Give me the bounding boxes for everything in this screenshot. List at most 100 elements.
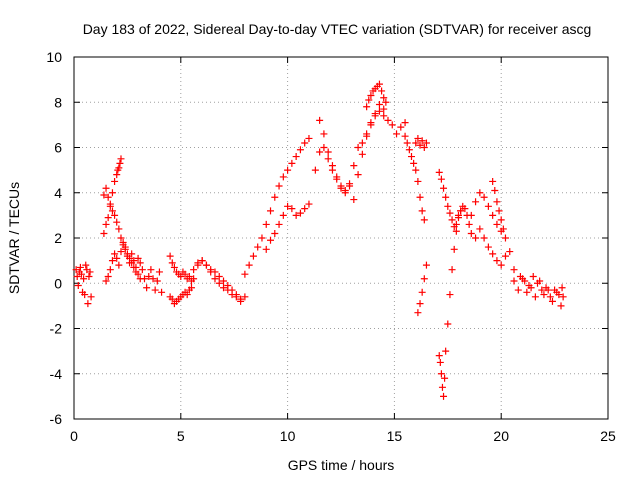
data-point — [407, 153, 415, 161]
data-point — [416, 141, 424, 149]
data-point — [138, 266, 146, 274]
data-point — [465, 220, 473, 228]
data-point — [320, 144, 328, 151]
data-point — [467, 211, 475, 219]
data-point — [316, 148, 324, 156]
x-tick-label: 25 — [600, 428, 616, 444]
data-point — [393, 130, 401, 138]
data-point — [435, 352, 443, 360]
data-point — [418, 288, 426, 296]
data-point — [440, 184, 448, 192]
data-point — [111, 250, 119, 258]
data-point — [115, 164, 123, 172]
data-point — [86, 268, 94, 276]
data-point — [346, 180, 354, 188]
data-point — [113, 171, 121, 179]
data-point — [548, 297, 556, 305]
data-point — [228, 291, 236, 299]
x-tick-label: 10 — [280, 428, 296, 444]
data-point — [476, 225, 484, 233]
data-point — [267, 207, 275, 215]
series-seg18 — [435, 207, 465, 400]
data-point — [448, 266, 456, 274]
data-point — [168, 295, 176, 303]
data-point — [444, 320, 452, 328]
data-point — [104, 193, 112, 201]
data-point — [441, 374, 449, 382]
data-point — [108, 207, 116, 215]
data-point — [499, 225, 507, 233]
data-point — [446, 209, 454, 217]
data-point — [126, 259, 134, 267]
data-point — [275, 182, 283, 190]
data-point — [166, 252, 174, 260]
data-point — [457, 207, 465, 215]
series-seg3 — [100, 155, 125, 237]
data-point — [147, 266, 155, 274]
data-point — [241, 270, 249, 278]
data-point — [140, 275, 148, 283]
data-point — [267, 236, 275, 244]
data-point — [397, 123, 405, 131]
data-point — [414, 309, 422, 317]
data-point — [371, 112, 379, 120]
y-tick-label: 8 — [54, 94, 62, 110]
data-point — [437, 175, 445, 183]
data-point — [117, 234, 125, 242]
data-point — [558, 284, 566, 292]
axis-ticks — [73, 56, 609, 420]
data-point — [296, 209, 304, 217]
data-point — [467, 229, 475, 237]
series-seg19 — [435, 168, 475, 237]
data-point — [420, 216, 428, 224]
data-point — [215, 272, 223, 280]
y-tick-label: 0 — [54, 275, 62, 291]
data-point — [493, 257, 501, 265]
data-point — [143, 284, 151, 292]
data-point — [81, 291, 89, 299]
data-point — [521, 277, 529, 285]
series-seg1 — [72, 261, 95, 308]
y-tick-label: -4 — [50, 366, 63, 382]
data-point — [472, 198, 480, 206]
data-point — [301, 139, 309, 147]
data-point — [489, 177, 497, 185]
data-point — [559, 293, 567, 301]
data-point — [104, 272, 112, 280]
data-point — [134, 254, 142, 262]
data-point — [378, 87, 386, 95]
series-seg14 — [363, 80, 390, 111]
data-point — [555, 291, 563, 299]
data-point — [510, 277, 518, 285]
data-point — [241, 293, 249, 301]
data-point — [365, 96, 373, 104]
data-point — [337, 184, 345, 192]
data-point — [111, 211, 119, 219]
data-point — [288, 205, 296, 213]
data-point — [320, 130, 328, 138]
data-point — [454, 211, 462, 219]
data-point — [316, 116, 324, 124]
data-point — [540, 291, 548, 299]
data-point — [497, 216, 505, 224]
data-point — [480, 234, 488, 242]
data-point — [354, 171, 362, 179]
data-point — [495, 207, 503, 215]
data-point — [489, 250, 497, 258]
data-point — [448, 216, 456, 224]
data-point — [446, 291, 454, 299]
series-seg21 — [472, 225, 518, 274]
data-point — [375, 101, 383, 109]
data-point — [403, 139, 411, 147]
data-point — [324, 148, 332, 156]
y-tick-label: 4 — [54, 185, 62, 201]
data-point — [198, 257, 206, 265]
data-point — [115, 225, 123, 233]
data-point — [301, 205, 309, 213]
series-seg13 — [311, 107, 409, 197]
data-point — [380, 94, 388, 102]
data-point — [74, 282, 82, 290]
data-point — [136, 259, 144, 267]
data-point — [382, 98, 390, 106]
